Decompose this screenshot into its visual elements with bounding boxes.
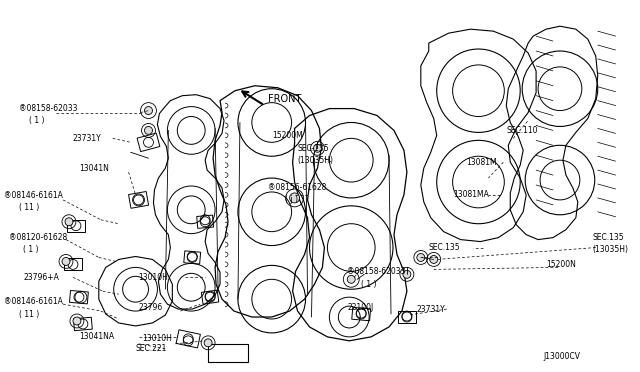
- Bar: [176, 330, 200, 348]
- Text: 13010H: 13010H: [143, 334, 172, 343]
- Circle shape: [348, 275, 355, 283]
- Circle shape: [62, 257, 70, 265]
- Text: J13000CV: J13000CV: [543, 352, 580, 361]
- Text: (13035H): (13035H): [298, 156, 333, 165]
- Bar: [67, 220, 85, 232]
- Text: 23731Y: 23731Y: [417, 305, 445, 314]
- Circle shape: [145, 107, 152, 115]
- Text: ®08158-62033: ®08158-62033: [19, 104, 78, 113]
- Text: ®08146-6161A: ®08146-6161A: [4, 296, 63, 306]
- Text: FRONT: FRONT: [268, 94, 301, 104]
- Text: ( 1 ): ( 1 ): [29, 116, 45, 125]
- Text: 13041NA: 13041NA: [79, 332, 114, 341]
- Text: SEC.135: SEC.135: [593, 233, 625, 242]
- Circle shape: [290, 193, 300, 203]
- Bar: [129, 192, 148, 208]
- Bar: [352, 307, 371, 321]
- Circle shape: [314, 144, 321, 152]
- Text: (13035H): (13035H): [593, 245, 628, 254]
- Bar: [70, 291, 88, 304]
- Circle shape: [430, 256, 438, 263]
- Circle shape: [145, 126, 152, 134]
- Bar: [137, 133, 160, 152]
- Bar: [208, 344, 248, 362]
- Text: SEC.135: SEC.135: [429, 243, 460, 252]
- Bar: [202, 290, 219, 304]
- Text: 23796+A: 23796+A: [23, 273, 59, 282]
- Text: SEC.135: SEC.135: [298, 144, 329, 153]
- Text: ( j ): ( j ): [285, 195, 298, 204]
- Circle shape: [403, 270, 411, 278]
- Bar: [184, 251, 201, 264]
- Text: 13010H: 13010H: [138, 273, 168, 282]
- Text: ( 1 ): ( 1 ): [23, 245, 39, 254]
- Bar: [74, 317, 92, 331]
- Text: SEC.221: SEC.221: [136, 344, 167, 353]
- Circle shape: [417, 253, 425, 262]
- Bar: [196, 215, 214, 228]
- Text: ®08120-61628: ®08120-61628: [10, 233, 68, 242]
- Text: 13081M: 13081M: [467, 158, 497, 167]
- Text: ®08158-62033: ®08158-62033: [348, 267, 406, 276]
- Text: 13081MA: 13081MA: [454, 190, 490, 199]
- Text: ®08146-6161A: ®08146-6161A: [4, 192, 63, 201]
- Bar: [64, 259, 82, 270]
- Text: 13041N: 13041N: [79, 164, 109, 173]
- Text: ( 11 ): ( 11 ): [19, 203, 40, 212]
- Text: 22100J: 22100J: [348, 302, 374, 312]
- Text: ( 1 ): ( 1 ): [361, 280, 377, 289]
- Bar: [398, 311, 416, 323]
- Text: 15200M: 15200M: [272, 131, 303, 140]
- Text: ( 11 ): ( 11 ): [19, 310, 40, 318]
- Circle shape: [204, 339, 212, 347]
- Text: 23731Y: 23731Y: [73, 134, 102, 143]
- Text: 15200N: 15200N: [546, 260, 576, 269]
- Circle shape: [73, 317, 81, 325]
- Text: SEC.110: SEC.110: [506, 126, 538, 135]
- Text: 23796: 23796: [138, 302, 163, 312]
- Circle shape: [65, 218, 73, 226]
- Text: ®08156-61628: ®08156-61628: [268, 183, 326, 192]
